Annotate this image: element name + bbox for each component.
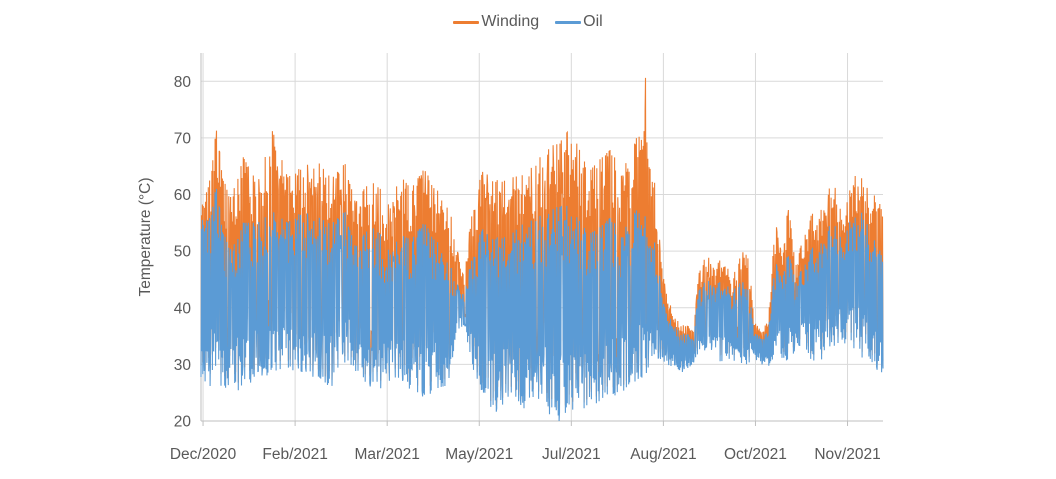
x-tick-label: Feb/2021: [262, 446, 328, 463]
x-tick-label: Oct/2021: [724, 446, 787, 463]
x-tick-label: Jul/2021: [542, 446, 601, 463]
legend-item-winding[interactable]: Winding: [453, 13, 539, 31]
winding-series-label: Winding: [481, 13, 540, 30]
y-tick-label: 40: [174, 300, 192, 317]
y-tick-label: 60: [174, 187, 192, 204]
series-oil-line: [200, 188, 884, 422]
oil-series-label: Oil: [583, 13, 603, 30]
y-tick-label: 80: [174, 74, 192, 91]
legend-item-oil[interactable]: Oil: [555, 13, 603, 31]
x-tick-label: Mar/2021: [354, 446, 419, 463]
x-tick-label: Aug/2021: [630, 446, 696, 463]
legend: Winding Oil: [0, 13, 1056, 31]
winding-series-line-icon: [453, 20, 480, 24]
y-tick-label: 30: [174, 357, 192, 374]
y-tick-label: 50: [174, 244, 192, 261]
oil-series-line-icon: [555, 20, 582, 24]
x-tick-label: Dec/2020: [170, 446, 237, 463]
y-axis-title: Temperature (°C): [137, 177, 154, 297]
x-tick-label: May/2021: [445, 446, 513, 463]
y-tick-label: 70: [174, 130, 192, 147]
y-tick-label: 20: [174, 414, 192, 431]
x-tick-label: Nov/2021: [814, 446, 880, 463]
